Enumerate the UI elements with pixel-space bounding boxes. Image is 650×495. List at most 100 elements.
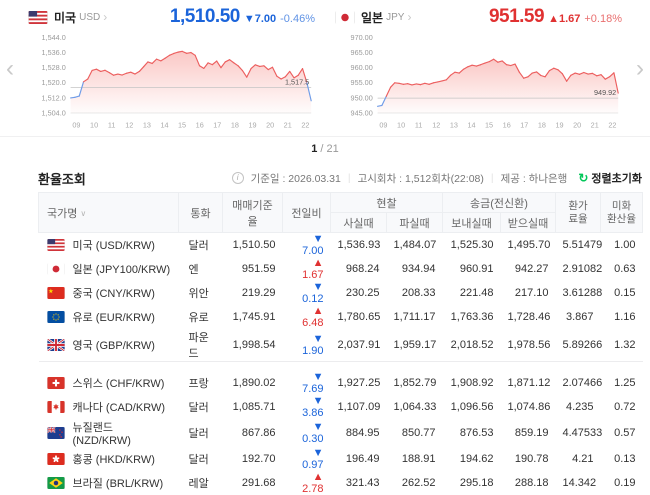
flag-us-icon — [46, 239, 65, 251]
col-cash-sell[interactable]: 파실때 — [386, 212, 443, 233]
country-name[interactable]: 뉴질랜드 (NZD/KRW) — [72, 421, 131, 447]
chart-country-name[interactable]: 미국 — [54, 10, 77, 25]
country-name[interactable]: 홍콩 (HKD/KRW) — [72, 453, 155, 466]
transfer-receive: 1,871.12 — [507, 376, 551, 389]
fee-rate: 4.235 — [565, 400, 594, 413]
currency-unit: 위안 — [188, 288, 209, 300]
col-country[interactable]: 국가명 ∨ — [38, 192, 179, 233]
fee-rate: 5.89266 — [562, 339, 603, 351]
country-name[interactable]: 스위스 (CHF/KRW) — [72, 377, 165, 390]
usd-conversion: 0.72 — [614, 400, 636, 413]
country-name[interactable]: 중국 (CNY/KRW) — [72, 288, 155, 300]
carousel-next-button[interactable]: › — [636, 55, 644, 82]
usd-conversion: 1.16 — [614, 311, 636, 323]
chevron-right-icon: › — [103, 10, 108, 24]
currency-unit: 달러 — [188, 401, 209, 414]
flag-gb-icon — [46, 339, 65, 351]
group-divider — [38, 361, 643, 371]
daily-change: ▼ 7.00 — [302, 233, 324, 257]
chart-currency-code: USD — [79, 11, 101, 23]
table-row[interactable]: 미국 (USD/KRW) 달러 1,510.50 ▼ 7.00 1,536.93 1,48… — [39, 233, 643, 257]
country-name[interactable]: 캐나다 (CAD/KRW) — [72, 401, 166, 414]
col-currency[interactable]: 통화 — [178, 192, 223, 233]
price-change-percent: +0.18% — [584, 13, 622, 25]
jpy-chart-panel: 일본 JPY › 951.59 ▲1.67 +0.18% 970.00 965.0… — [325, 4, 632, 134]
jpy-chart-header[interactable]: 일본 JPY › 951.59 ▲1.67 +0.18% — [333, 4, 624, 30]
cash-buy: 230.25 — [345, 287, 380, 299]
table-row[interactable]: 뉴질랜드 (NZD/KRW) 달러 867.86 ▼ 0.30 884.95 850.77… — [39, 419, 643, 447]
svg-text:20: 20 — [573, 121, 581, 130]
table-row[interactable]: 캐나다 (CAD/KRW) 달러 1,085.71 ▼ 3.86 1,107.09 1,0… — [39, 395, 643, 419]
exchange-table: 국가명 ∨ 통화 매매기준율 전일비 현찰 송금(전신환) 환가 료율 미화 환산… — [38, 192, 643, 495]
svg-text:1,544.0: 1,544.0 — [42, 33, 66, 42]
table-row[interactable]: 유로 (EUR/KRW) 유로 1,745.91 ▲ 6.48 1,780.65 1,71… — [39, 305, 643, 329]
price-change-percent: -0.46% — [280, 13, 315, 25]
table-row[interactable]: 일본 (JPY100/KRW) 엔 951.59 ▲ 1.67 968.24 934.94… — [39, 257, 643, 281]
cash-sell: 1,852.79 — [393, 376, 437, 389]
svg-text:20: 20 — [266, 121, 274, 130]
table-row[interactable]: 홍콩 (HKD/KRW) 달러 192.70 ▼ 0.97 196.49 188.91 19… — [39, 447, 643, 471]
country-name[interactable]: 브라질 (BRL/KRW) — [72, 477, 164, 490]
table-row[interactable]: 영국 (GBP/KRW) 파운드 1,998.54 ▼ 1.90 2,037.91 1,9… — [39, 329, 643, 362]
country-name[interactable]: 미국 (USD/KRW) — [72, 240, 155, 252]
table-row[interactable]: 브라질 (BRL/KRW) 레알 291.68 ▲ 2.78 321.43 262.52 2… — [39, 471, 643, 495]
info-icon[interactable]: i — [231, 172, 244, 184]
cash-buy: 968.24 — [345, 263, 380, 275]
usd-conversion: 0.63 — [614, 263, 636, 275]
base-rate: 867.86 — [241, 426, 276, 439]
daily-change: ▼ 0.12 — [302, 281, 324, 305]
fee-rate: 4.21 — [572, 452, 594, 465]
transfer-send: 1,525.30 — [450, 239, 494, 251]
table-row[interactable]: 중국 (CNY/KRW) 위안 219.29 ▼ 0.12 230.25 208.33 22… — [39, 281, 643, 305]
transfer-receive: 1,978.56 — [507, 339, 551, 351]
base-rate: 1,510.50 — [232, 239, 276, 251]
price-block: 951.59 ▲1.67 +0.18% — [489, 6, 622, 28]
svg-text:12: 12 — [125, 121, 133, 130]
col-usd-conversion[interactable]: 미화 환산율 — [600, 192, 643, 233]
transfer-send: 1,096.56 — [450, 400, 494, 413]
svg-text:1,517.5: 1,517.5 — [285, 78, 309, 87]
svg-text:12: 12 — [432, 121, 440, 130]
table-row[interactable]: 스위스 (CHF/KRW) 프랑 1,890.02 ▼ 7.69 1,927.25 1,8… — [39, 371, 643, 395]
page-current: 1 — [311, 143, 318, 155]
usd-intraday-chart[interactable]: 1,544.0 1,536.0 1,528.0 1,520.0 1,512.0 1,504… — [26, 30, 317, 134]
current-price: 951.59 — [488, 6, 545, 27]
col-receive[interactable]: 받으실때 — [500, 212, 556, 233]
col-cash-buy[interactable]: 사실때 — [330, 212, 387, 233]
cash-sell: 1,711.17 — [393, 311, 436, 323]
svg-text:1,504.0: 1,504.0 — [42, 108, 66, 117]
meta-divider: | — [347, 172, 351, 184]
usd-chart-header[interactable]: 미국 USD › 1,510.50 ▼7.00 -0.46% — [26, 4, 317, 30]
transfer-send: 194.62 — [459, 452, 494, 465]
page-separator: / — [320, 143, 324, 155]
cash-buy: 1,107.09 — [337, 400, 381, 413]
chart-country-name[interactable]: 일본 — [361, 10, 384, 25]
base-rate: 291.68 — [241, 476, 276, 489]
country-name[interactable]: 일본 (JPY100/KRW) — [72, 264, 171, 276]
jpy-intraday-chart[interactable]: 970.00 965.00 960.00 955.00 950.00 945.00 949.… — [333, 30, 624, 134]
transfer-send: 960.91 — [459, 263, 494, 275]
base-rate: 192.70 — [241, 452, 276, 465]
col-base-rate[interactable]: 매매기준율 — [222, 192, 283, 233]
price-change: ▲1.67 — [548, 13, 581, 25]
flag-ch-icon — [46, 376, 65, 389]
usd-chart-panel: 미국 USD › 1,510.50 ▼7.00 -0.46% 1,544.0 1,… — [18, 4, 325, 134]
base-rate: 1,745.91 — [232, 311, 276, 323]
country-name[interactable]: 유로 (EUR/KRW) — [72, 312, 155, 324]
svg-text:960.00: 960.00 — [351, 63, 373, 72]
reset-sort-button[interactable]: ↻ 정렬초기화 — [578, 170, 642, 186]
col-fee-rate[interactable]: 환가 료율 — [555, 192, 601, 233]
col-send[interactable]: 보내실때 — [442, 212, 501, 233]
col-change[interactable]: 전일비 — [282, 192, 331, 233]
cash-sell: 208.33 — [401, 287, 436, 299]
current-price: 1,510.50 — [169, 6, 240, 27]
svg-text:1,512.0: 1,512.0 — [42, 93, 66, 102]
daily-change: ▲ 1.67 — [302, 257, 324, 281]
svg-text:11: 11 — [415, 121, 423, 130]
cash-sell: 934.94 — [401, 263, 436, 275]
carousel-prev-button[interactable]: ‹ — [6, 55, 14, 82]
svg-text:13: 13 — [450, 121, 458, 130]
flag-ca-icon — [46, 400, 65, 413]
country-name[interactable]: 영국 (GBP/KRW) — [72, 340, 155, 352]
transfer-receive: 1,495.70 — [507, 239, 551, 251]
